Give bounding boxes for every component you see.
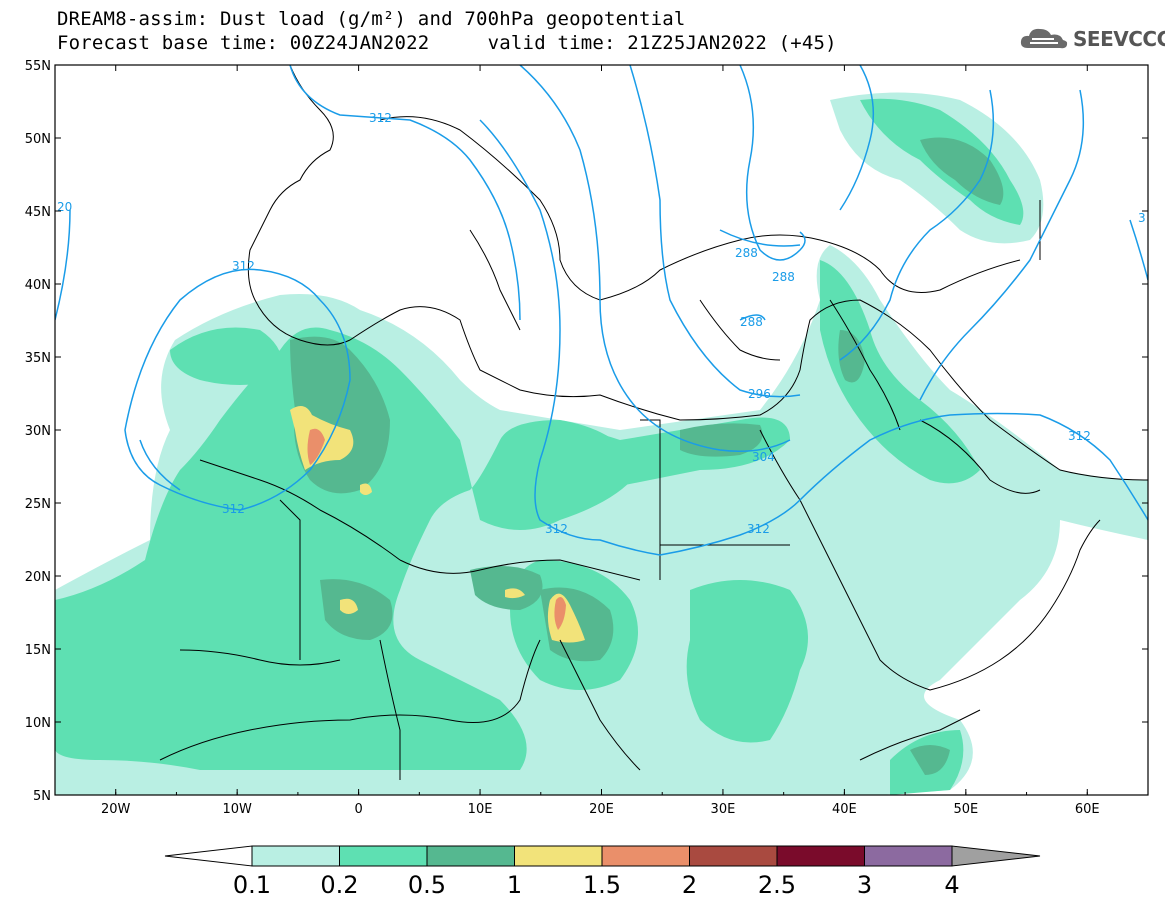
chart-title: DREAM8-assim: Dust load (g/m²) and 700hP… <box>57 8 686 30</box>
colorbar-box <box>339 845 428 867</box>
colorbar-box <box>251 845 340 867</box>
coastlines <box>159 65 1148 780</box>
colorbar-label: 1.5 <box>583 871 621 899</box>
contour-label: 312 <box>545 522 568 536</box>
contour-label: 296 <box>748 387 771 401</box>
colorbar-box <box>689 845 778 867</box>
contour-label: 312 <box>232 259 255 273</box>
x-tick-label: 10W <box>222 802 252 817</box>
dust-shading <box>55 92 1148 795</box>
y-tick-label: 5N <box>33 789 51 804</box>
y-axis: 55N 50N 45N 40N 35N 30N 25N 20N 15N 10N 5N <box>25 59 1148 804</box>
y-tick-label: 55N <box>25 59 51 74</box>
contour-label: 288 <box>740 315 763 329</box>
y-tick-label: 20N <box>25 570 51 585</box>
x-tick-label: 20W <box>101 802 131 817</box>
contour-label: 288 <box>735 246 758 260</box>
seevccc-logo: SEEVCCC <box>1018 24 1165 54</box>
contour-label: 3 <box>1138 211 1146 225</box>
contour-label: 20 <box>57 200 72 214</box>
contour-label: 312 <box>1068 429 1091 443</box>
x-tick-label: 10E <box>468 802 493 817</box>
colorbar-label: 0.2 <box>320 871 358 899</box>
contour-label: 288 <box>772 270 795 284</box>
y-tick-label: 30N <box>25 424 51 439</box>
colorbar-max-arrow <box>951 845 1041 867</box>
geopotential-contours <box>55 65 1148 556</box>
contour-label: 312 <box>369 111 392 125</box>
colorbar-box <box>426 845 515 867</box>
dust-level-1.5 <box>307 428 566 630</box>
y-tick-label: 15N <box>25 643 51 658</box>
colorbar-label: 0.1 <box>233 871 271 899</box>
forecast-times: Forecast base time: 00Z24JAN2022 valid t… <box>57 32 837 54</box>
y-tick-label: 50N <box>25 132 51 147</box>
colorbar-label: 1 <box>507 871 522 899</box>
x-tick-label: 40E <box>832 802 857 817</box>
cloud-logo-icon <box>1020 28 1068 49</box>
colorbar-min-arrow <box>164 845 253 867</box>
x-axis: 20W 10W 0 10E 20E 30E 40E 50E 60E <box>54 65 1149 817</box>
contour-labels: 312 20 312 312 288 288 288 296 304 312 3… <box>57 111 1146 536</box>
colorbar-box <box>864 845 953 867</box>
y-tick-label: 35N <box>25 351 51 366</box>
x-tick-label: 30E <box>711 802 736 817</box>
colorbar-box <box>514 845 603 867</box>
y-tick-label: 25N <box>25 497 51 512</box>
contour-label: 312 <box>222 502 245 516</box>
colorbar-label: 4 <box>944 871 959 899</box>
x-tick-label: 20E <box>589 802 614 817</box>
colorbar-label: 3 <box>857 871 872 899</box>
contour-label: 304 <box>752 450 775 464</box>
colorbar-box <box>601 845 690 867</box>
colorbar-box <box>776 845 865 867</box>
logo-text: SEEVCCC <box>1073 27 1165 51</box>
contour-label: 312 <box>747 522 770 536</box>
x-tick-label: 50E <box>953 802 978 817</box>
y-tick-label: 10N <box>25 716 51 731</box>
colorbar-label: 2 <box>682 871 697 899</box>
x-tick-label: 0 <box>354 802 362 817</box>
x-tick-label: 60E <box>1075 802 1100 817</box>
y-tick-label: 45N <box>25 205 51 220</box>
colorbar-label: 2.5 <box>758 871 796 899</box>
y-tick-label: 40N <box>25 278 51 293</box>
colorbar: 0.1 0.2 0.5 1 1.5 2 2.5 3 4 <box>164 845 1041 899</box>
colorbar-label: 0.5 <box>408 871 446 899</box>
